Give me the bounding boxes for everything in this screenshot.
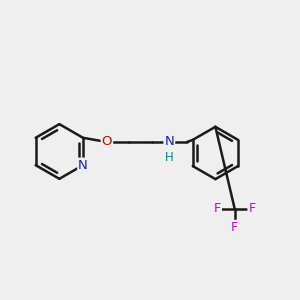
Text: H: H	[165, 151, 174, 164]
Text: F: F	[214, 202, 221, 215]
Text: F: F	[231, 221, 238, 234]
Text: F: F	[248, 202, 256, 215]
Text: N: N	[164, 136, 174, 148]
Text: O: O	[102, 136, 112, 148]
Text: N: N	[78, 159, 88, 172]
